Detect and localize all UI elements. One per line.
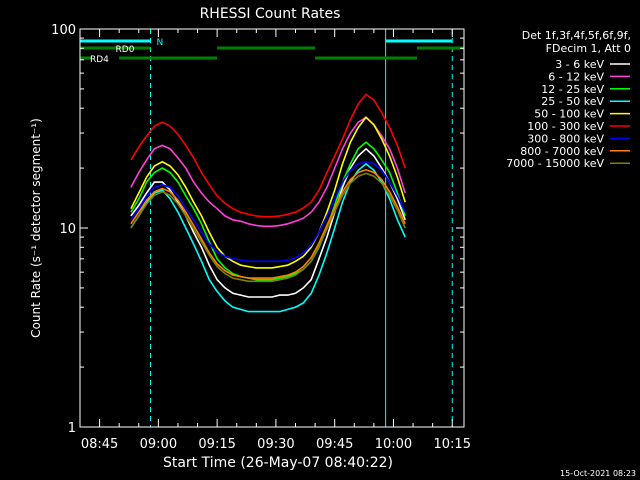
- legend: Det 1f,3f,4f,5f,6f,9f,FDecim 1, Att 0 3 -…: [506, 29, 631, 170]
- x-tick-label: 10:15: [434, 437, 471, 452]
- x-axis: 08:45 09:00 09:15 09:30 09:45 10:00 10:15: [81, 29, 471, 452]
- series-line: [130, 160, 406, 263]
- y-tick-label: 1: [68, 421, 76, 436]
- status-bar-label: RD4: [90, 55, 109, 65]
- y-axis-label: Count Rate (s⁻¹ detector segment⁻¹): [29, 118, 43, 338]
- series-line: [130, 116, 406, 228]
- legend-label: 50 - 100 keV: [534, 108, 604, 121]
- legend-header: FDecim 1, Att 0: [546, 42, 631, 55]
- legend-label: 3 - 6 keV: [555, 58, 604, 71]
- x-tick-label: 09:30: [257, 437, 294, 452]
- status-bar-label: RD0: [116, 45, 135, 55]
- x-tick-label: 09:00: [140, 437, 177, 452]
- x-tick-label: 08:45: [81, 437, 118, 452]
- x-tick-label: 09:45: [316, 437, 353, 452]
- series-line: [130, 116, 406, 269]
- legend-label: 12 - 25 keV: [541, 83, 604, 96]
- y-tick-label: 10: [59, 222, 76, 237]
- y-tick-label: 100: [51, 23, 76, 38]
- x-tick-label: 09:15: [198, 437, 235, 452]
- series-line: [130, 141, 406, 281]
- series-line: [130, 172, 406, 283]
- timestamp: 15-Oct-2021 08:23: [560, 469, 636, 478]
- legend-label: 6 - 12 keV: [548, 70, 604, 83]
- legend-label: 7000 - 15000 keV: [506, 157, 604, 170]
- legend-label: 100 - 300 keV: [527, 120, 604, 133]
- chart-title: RHESSI Count Rates: [200, 6, 341, 22]
- status-bar-label: N: [157, 38, 164, 48]
- x-tick-label: 10:00: [375, 437, 412, 452]
- legend-label: 800 - 7000 keV: [520, 145, 604, 158]
- series-lines: [130, 93, 406, 313]
- series-line: [130, 147, 406, 298]
- series-line: [130, 93, 406, 218]
- legend-label: 25 - 50 keV: [541, 95, 604, 108]
- y-axis: 1 10 100: [51, 23, 464, 436]
- legend-header: Det 1f,3f,4f,5f,6f,9f,: [522, 29, 631, 42]
- x-axis-label: Start Time (26-May-07 08:40:22): [163, 455, 393, 471]
- series-line: [130, 168, 406, 279]
- series-line: [130, 162, 406, 313]
- legend-label: 300 - 800 keV: [527, 132, 604, 145]
